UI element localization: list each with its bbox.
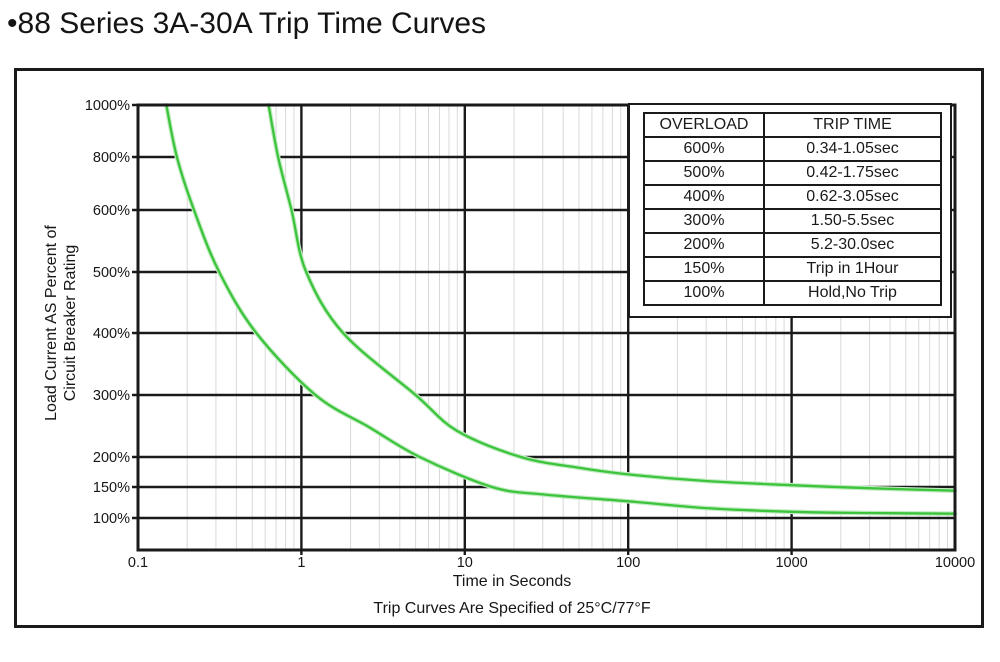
table-row: 200% 5.2-30.0sec <box>643 232 942 258</box>
x-tick-label: 1000 <box>775 555 807 571</box>
table-row: 100% Hold,No Trip <box>643 280 942 306</box>
trip-curves <box>164 102 958 516</box>
overload-cell: 600% <box>643 136 765 162</box>
page-title: •88 Series 3A-30A Trip Time Curves <box>7 7 487 40</box>
overload-cell: 400% <box>643 184 765 210</box>
y-tick-label: 1000% <box>85 98 130 114</box>
x-tick-labels: 0.1 1 10 100 1000 10000 <box>128 555 975 571</box>
trip-time-cell: Trip in 1Hour <box>763 256 942 282</box>
trip-time-cell: 1.50-5.5sec <box>763 208 942 234</box>
x-axis-label: Time in Seconds <box>452 573 572 590</box>
trip-time-cell: 5.2-30.0sec <box>763 232 942 258</box>
overload-cell: 300% <box>643 208 765 234</box>
table-header-row: OVERLOAD TRIP TIME <box>643 112 942 138</box>
overload-cell: 100% <box>643 280 765 306</box>
maximum-trip-curve <box>267 103 957 492</box>
trip-time-column-header: TRIP TIME <box>763 112 942 138</box>
overload-column-header: OVERLOAD <box>643 112 765 138</box>
x-tick-label: 10000 <box>935 555 975 571</box>
y-axis-label-line1: Load Current AS Percent of <box>43 225 60 421</box>
x-tick-label: 1 <box>297 555 305 571</box>
x-tick-label: 100 <box>616 555 640 571</box>
overload-table-box: OVERLOAD TRIP TIME 600% 0.34-1.05sec 500% 0… <box>628 103 952 318</box>
table-row: 300% 1.50-5.5sec <box>643 208 942 234</box>
trip-time-cell: 0.42-1.75sec <box>763 160 942 186</box>
trip-time-cell: Hold,No Trip <box>763 280 942 306</box>
y-axis-label-line2: Circuit Breaker Rating <box>62 244 79 402</box>
y-axis-label: Load Current AS Percent of Circuit Break… <box>42 173 82 473</box>
y-tick-label: 150% <box>93 480 130 496</box>
x-tick-label: 0.1 <box>128 555 148 571</box>
overload-cell: 150% <box>643 256 765 282</box>
chart-subtitle: Trip Curves Are Specified of 25°C/77°F <box>373 600 651 617</box>
minimum-trip-curve <box>165 103 957 515</box>
y-tick-label: 500% <box>93 265 130 281</box>
table-row: 600% 0.34-1.05sec <box>643 136 942 162</box>
table-row: 500% 0.42-1.75sec <box>643 160 942 186</box>
y-tick-label: 100% <box>93 511 130 527</box>
trip-band <box>166 105 956 514</box>
y-tick-label: 200% <box>93 450 130 466</box>
table-row: 400% 0.62-3.05sec <box>643 184 942 210</box>
y-tick-label: 600% <box>93 203 130 219</box>
x-tick-label: 10 <box>457 555 473 571</box>
overload-cell: 500% <box>643 160 765 186</box>
overload-trip-table: OVERLOAD TRIP TIME 600% 0.34-1.05sec 500% 0… <box>643 112 942 306</box>
y-tick-labels: 100% 150% 200% 300% 400% 500% 600% 800% 1000% <box>85 98 130 527</box>
plot-border <box>136 103 957 552</box>
y-tick-label: 300% <box>93 388 130 404</box>
overload-cell: 200% <box>643 232 765 258</box>
table-row: 150% Trip in 1Hour <box>643 256 942 282</box>
y-tick-label: 400% <box>93 326 130 342</box>
y-tick-label: 800% <box>93 150 130 166</box>
trip-time-cell: 0.62-3.05sec <box>763 184 942 210</box>
trip-time-cell: 0.34-1.05sec <box>763 136 942 162</box>
